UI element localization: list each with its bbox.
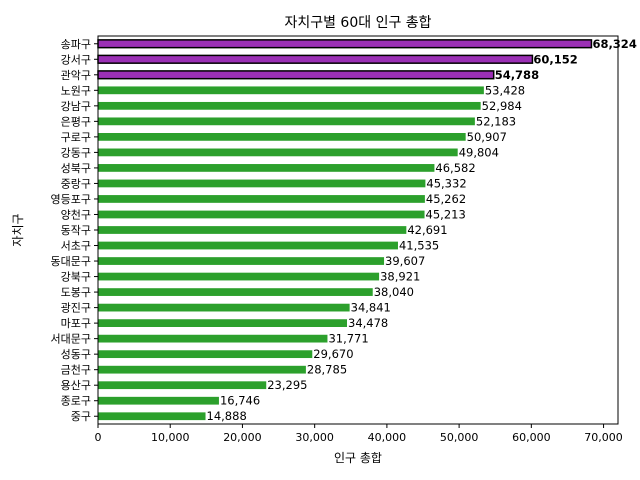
bar-성북구: [98, 164, 434, 172]
y-tick-label-광진구: 광진구: [61, 302, 91, 315]
y-tick-label-중랑구: 중랑구: [61, 177, 91, 190]
value-label-강북구: 38,921: [380, 270, 420, 284]
value-label-마포구: 34,478: [348, 316, 388, 330]
y-tick-label-금천구: 금천구: [61, 363, 91, 377]
value-label-구로구: 50,907: [467, 130, 507, 144]
x-tick-label: 0: [95, 431, 102, 444]
value-label-금천구: 28,785: [307, 363, 347, 377]
y-tick-label-성북구: 성북구: [61, 162, 91, 175]
x-tick-label: 50,000: [440, 431, 479, 444]
bar-강남구: [98, 102, 481, 110]
y-tick-label-용산구: 용산구: [61, 379, 91, 392]
y-tick-label-강서구: 강서구: [61, 53, 91, 66]
bar-용산구: [98, 381, 266, 389]
bar-동작구: [98, 226, 406, 234]
bar-금천구: [98, 366, 306, 374]
bar-동대문구: [98, 257, 384, 265]
bar-성동구: [98, 350, 312, 358]
x-tick-label: 70,000: [584, 431, 623, 444]
value-label-성북구: 46,582: [435, 161, 475, 175]
chart-title: 자치구별 60대 인구 총합: [284, 15, 431, 31]
y-tick-label-도봉구: 도봉구: [61, 286, 91, 299]
y-tick-label-종로구: 종로구: [61, 395, 91, 408]
value-label-광진구: 34,841: [351, 301, 391, 315]
bar-은평구: [98, 117, 475, 125]
y-tick-label-마포구: 마포구: [61, 317, 91, 330]
y-tick-label-송파구: 송파구: [61, 38, 91, 51]
bar-강북구: [98, 273, 379, 281]
value-label-서초구: 41,535: [399, 239, 439, 253]
x-tick-label: 40,000: [368, 431, 407, 444]
x-tick-label: 60,000: [512, 431, 551, 444]
x-tick-label: 20,000: [223, 431, 262, 444]
bar-송파구: [98, 40, 591, 48]
value-label-노원구: 53,428: [485, 83, 525, 97]
x-tick-label: 10,000: [151, 431, 190, 444]
bar-노원구: [98, 86, 484, 94]
value-label-성동구: 29,670: [313, 347, 353, 361]
x-tick-label: 30,000: [295, 431, 334, 444]
bar-마포구: [98, 319, 347, 327]
y-tick-label-구로구: 구로구: [61, 131, 91, 144]
value-label-은평구: 52,183: [476, 114, 516, 128]
y-tick-label-동작구: 동작구: [61, 224, 91, 237]
y-tick-label-관악구: 관악구: [61, 69, 91, 82]
y-axis-label: 자치구: [11, 213, 25, 246]
bar-서초구: [98, 242, 398, 250]
y-tick-label-영등포구: 영등포구: [51, 193, 91, 206]
bar-중랑구: [98, 180, 425, 188]
x-axis-ticks: 0 10,000 20,000 30,000 40,000 50,000 60,000 70,…: [95, 424, 623, 444]
bar-도봉구: [98, 288, 373, 296]
bar-영등포구: [98, 195, 425, 203]
y-tick-label-성동구: 성동구: [61, 348, 91, 361]
y-tick-label-노원구: 노원구: [61, 84, 91, 97]
bar-강동구: [98, 149, 458, 157]
x-axis-label: 인구 총합: [334, 451, 382, 465]
value-label-서대문구: 31,771: [328, 332, 368, 346]
y-tick-label-강북구: 강북구: [61, 271, 91, 284]
y-axis-ticks: 송파구강서구관악구노원구강남구은평구구로구강동구성북구중랑구영등포구양천구동작구…: [51, 38, 98, 423]
y-tick-label-중구: 중구: [71, 410, 91, 423]
value-label-강서구: 60,152: [533, 52, 577, 66]
value-label-동작구: 42,691: [407, 223, 447, 237]
y-tick-label-은평구: 은평구: [61, 115, 91, 128]
value-label-도봉구: 38,040: [374, 285, 414, 299]
y-tick-label-서초구: 서초구: [61, 240, 91, 253]
y-tick-label-양천구: 양천구: [61, 207, 91, 221]
value-label-용산구: 23,295: [267, 378, 307, 392]
value-label-강동구: 49,804: [459, 145, 499, 159]
y-tick-label-강동구: 강동구: [61, 146, 91, 159]
y-tick-label-강남구: 강남구: [61, 100, 91, 113]
bar-종로구: [98, 397, 219, 405]
value-label-영등포구: 45,262: [426, 192, 466, 206]
value-label-종로구: 16,746: [220, 394, 260, 408]
value-label-동대문구: 39,607: [385, 254, 425, 268]
value-label-양천구: 45,213: [426, 207, 466, 221]
value-label-중구: 14,888: [207, 409, 247, 423]
y-tick-label-동대문구: 동대문구: [51, 255, 91, 268]
bar-서대문구: [98, 335, 327, 343]
value-label-중랑구: 45,332: [426, 176, 466, 190]
bar-구로구: [98, 133, 466, 141]
bar-양천구: [98, 211, 425, 219]
bar-강서구: [98, 55, 532, 63]
bar-중구: [98, 412, 206, 420]
value-label-강남구: 52,984: [482, 99, 522, 113]
value-label-송파구: 68,324: [592, 37, 636, 51]
bar-관악구: [98, 71, 494, 79]
bar-광진구: [98, 304, 350, 312]
value-label-관악구: 54,788: [495, 68, 539, 82]
y-tick-label-서대문구: 서대문구: [51, 333, 91, 346]
